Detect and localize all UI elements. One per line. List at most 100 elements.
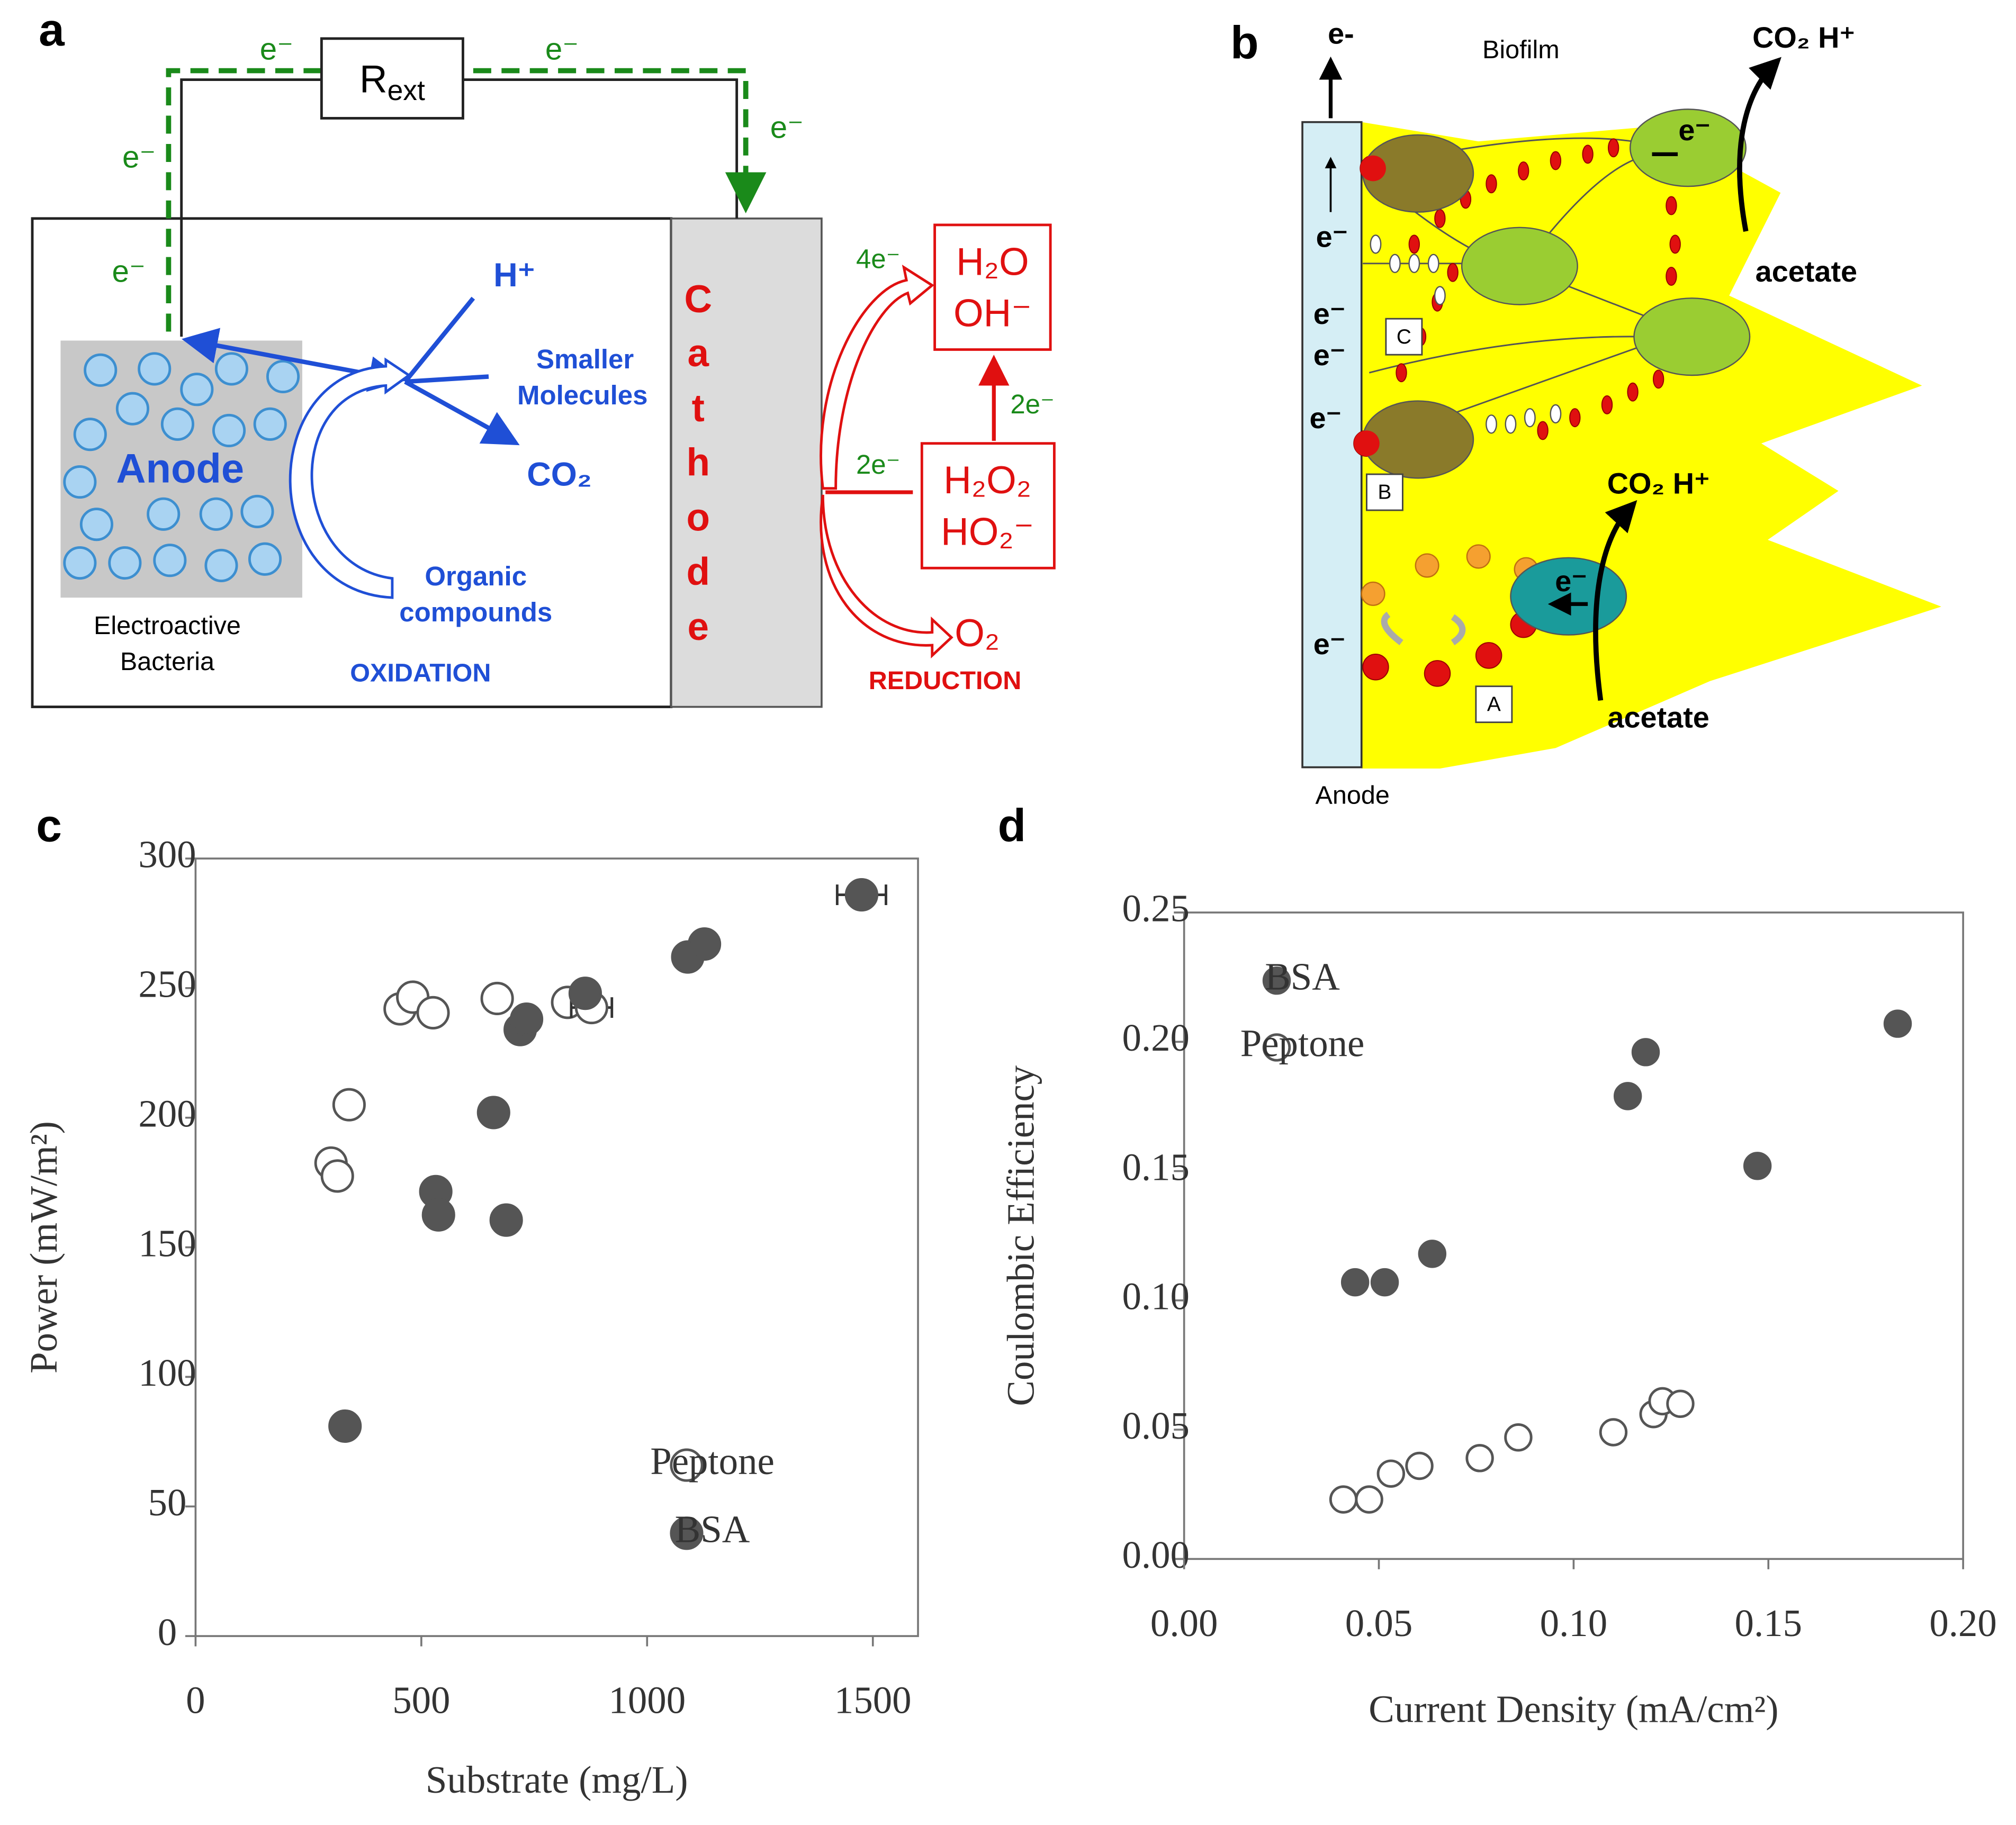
y-tick-label: 200 bbox=[138, 1092, 196, 1135]
electron-label: e- bbox=[1328, 17, 1354, 50]
point bbox=[416, 996, 450, 1029]
metabolism-arrow bbox=[1593, 500, 1637, 701]
legend-marker bbox=[1262, 1033, 1291, 1062]
substrate-label: Organic bbox=[425, 561, 527, 591]
anode-label: Anode bbox=[1316, 781, 1390, 809]
bacteria-label: Electroactive bbox=[94, 611, 241, 640]
reduction-arrow bbox=[820, 264, 934, 490]
point bbox=[510, 1002, 544, 1036]
cathode-letter: t bbox=[692, 387, 705, 430]
charts: c 0 50 100 150 200 250 300 0 500 1000 1500 Substrate… bbox=[22, 799, 1997, 1801]
point bbox=[1376, 1459, 1406, 1488]
point bbox=[1613, 1082, 1642, 1110]
cytochrome bbox=[1360, 155, 1386, 182]
proton-label: H⁺ bbox=[493, 257, 535, 294]
site-label: B bbox=[1378, 481, 1391, 504]
site-boxes bbox=[1366, 318, 1513, 724]
resistor-subscript: ext bbox=[388, 75, 425, 106]
peroxide-label: HO₂⁻ bbox=[941, 510, 1034, 553]
x-tick-label: 1500 bbox=[834, 1678, 912, 1721]
anode-strip bbox=[1301, 121, 1363, 769]
molecules-label: Molecules bbox=[517, 380, 648, 410]
electron-arrow bbox=[1555, 152, 1678, 604]
point bbox=[1355, 1485, 1383, 1514]
point bbox=[1883, 1009, 1912, 1038]
x-axis-title: Substrate (mg/L) bbox=[426, 1758, 688, 1801]
electron-label: 2e⁻ bbox=[856, 449, 901, 480]
legend-marker bbox=[670, 1516, 704, 1550]
molecules-label: Smaller bbox=[536, 344, 634, 374]
point bbox=[1370, 1268, 1399, 1297]
site-label: C bbox=[1397, 326, 1411, 348]
electron-label: e⁻ bbox=[1309, 401, 1342, 435]
point bbox=[421, 1198, 455, 1232]
resistor bbox=[320, 37, 464, 120]
electron-label: e⁻ bbox=[1313, 338, 1346, 372]
point bbox=[332, 1088, 366, 1122]
mediators bbox=[1370, 234, 1562, 434]
chart: d 0.00 0.05 0.10 0.15 0.20 0.25 0.00 0.05 0.10 0.1… bbox=[998, 799, 1997, 1730]
panel-a: a Rext e⁻ e⁻ e⁻ e⁻ e⁻ Anode Electroactiv… bbox=[31, 4, 1056, 708]
electron-label: e⁻ bbox=[545, 32, 579, 67]
plot-frame bbox=[194, 857, 919, 1637]
point bbox=[1631, 1038, 1660, 1067]
point bbox=[1504, 1423, 1533, 1452]
products-label: CO₂ H⁺ bbox=[1607, 467, 1710, 500]
x-tick-label: 0.05 bbox=[1345, 1602, 1412, 1645]
electron-label: e⁻ bbox=[260, 32, 293, 67]
point bbox=[1340, 1268, 1370, 1297]
bacterium bbox=[1461, 227, 1578, 305]
x-tick-label: 500 bbox=[392, 1678, 450, 1721]
legend-label: Peptone bbox=[650, 1440, 775, 1483]
bacterium bbox=[1362, 400, 1474, 479]
point bbox=[1329, 1485, 1358, 1514]
water-box bbox=[933, 223, 1052, 351]
point bbox=[688, 927, 722, 961]
cathode-letter: h bbox=[687, 441, 710, 484]
electron-label: 4e⁻ bbox=[856, 243, 901, 274]
cathode-letter: e bbox=[688, 606, 709, 648]
point bbox=[1465, 1444, 1494, 1472]
substrate-label: acetate bbox=[1756, 255, 1857, 288]
resistor-label: Rext bbox=[359, 58, 425, 106]
x-axis-title: Current Density (mA/cm²) bbox=[1369, 1687, 1778, 1730]
y-tick-label: 100 bbox=[138, 1351, 196, 1394]
legend-marker bbox=[670, 1448, 704, 1482]
x-tick-label: 0.10 bbox=[1540, 1602, 1607, 1645]
point bbox=[1599, 1418, 1628, 1447]
y-tick-label: 0.10 bbox=[1122, 1275, 1190, 1318]
electron-label: e⁻ bbox=[1313, 297, 1346, 330]
substrate-label: compounds bbox=[399, 597, 552, 627]
electron-label: e⁻ bbox=[122, 140, 156, 174]
anode-label: Anode bbox=[116, 446, 244, 492]
electron-label: e⁻ bbox=[1678, 113, 1711, 147]
cathode-letter: a bbox=[688, 332, 709, 375]
water-label: OH⁻ bbox=[953, 292, 1032, 335]
bacterium bbox=[1630, 109, 1747, 187]
shuttle-arrow bbox=[1381, 611, 1466, 646]
oxidation-label: OXIDATION bbox=[350, 659, 491, 688]
panel-label: c bbox=[36, 799, 62, 851]
cathode-label: C a t h o d e bbox=[685, 278, 713, 648]
panel-label: b bbox=[1230, 17, 1258, 69]
panel-b: b bbox=[1230, 17, 1941, 809]
peroxide-label: H₂O₂ bbox=[943, 459, 1031, 502]
bacteria-label: Bacteria bbox=[120, 647, 214, 676]
y-tick-label: 300 bbox=[138, 833, 196, 876]
x-tick-label: 0.00 bbox=[1150, 1602, 1218, 1645]
electron-label: e⁻ bbox=[770, 111, 804, 145]
y-tick-label: 0.25 bbox=[1122, 887, 1190, 930]
y-tick-label: 0.20 bbox=[1122, 1016, 1190, 1059]
electron-label: e⁻ bbox=[1313, 627, 1346, 661]
legend-label: Peptone bbox=[1240, 1022, 1365, 1065]
point bbox=[489, 1203, 523, 1237]
point bbox=[1743, 1152, 1772, 1180]
resistor-symbol: R bbox=[359, 58, 388, 101]
point bbox=[568, 977, 602, 1010]
point bbox=[1405, 1451, 1434, 1480]
biofilm-label: Biofilm bbox=[1482, 35, 1560, 64]
cathode-letter: o bbox=[687, 496, 710, 539]
y-tick-label: 0.05 bbox=[1122, 1404, 1190, 1447]
x-tick-label: 0.20 bbox=[1929, 1602, 1996, 1645]
